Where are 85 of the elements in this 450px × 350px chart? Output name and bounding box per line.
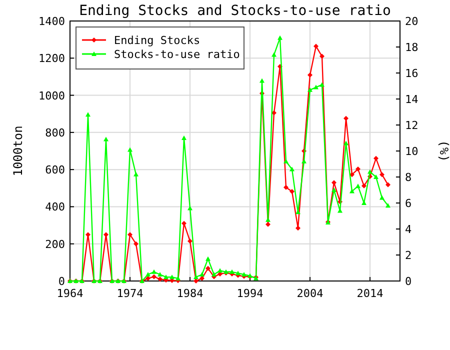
point <box>272 52 276 57</box>
x-tick-label: 1974 <box>116 287 144 300</box>
x-tick-label: 2014 <box>356 287 384 300</box>
y-tick-label: 400 <box>45 200 65 214</box>
point <box>308 87 312 92</box>
y-tick-label: 800 <box>45 126 65 140</box>
point <box>194 274 198 280</box>
y-tick-label: 1400 <box>38 15 65 28</box>
point <box>278 35 282 40</box>
y-axis-title: 1000ton <box>11 126 25 176</box>
point <box>350 188 354 194</box>
y-tick-label: 1200 <box>38 52 65 66</box>
y2-tick-label: 2 <box>405 249 412 262</box>
point <box>320 82 324 87</box>
point <box>182 136 186 140</box>
point <box>260 78 264 83</box>
legend-label: Stocks-to-use ratio <box>114 48 240 61</box>
point <box>218 268 222 273</box>
point <box>188 206 192 210</box>
legend-label: Ending Stocks <box>114 34 200 47</box>
y2-tick-label: 4 <box>405 223 412 236</box>
x-tick-label: 1984 <box>176 287 204 300</box>
point <box>344 140 348 146</box>
y2-tick-label: 16 <box>405 67 418 80</box>
point <box>242 272 246 276</box>
point <box>182 220 186 226</box>
point <box>308 72 312 78</box>
point <box>134 241 138 246</box>
point <box>374 174 378 179</box>
point <box>344 116 348 121</box>
y2-axis-title: (%) <box>437 140 450 162</box>
point <box>104 136 108 142</box>
point <box>158 272 162 276</box>
y-tick-label: 0 <box>58 275 65 288</box>
point <box>380 195 384 200</box>
point <box>290 188 294 194</box>
chart-title: Ending Stocks and Stocks-to-use ratio <box>79 3 391 19</box>
x-tick-label: 1994 <box>236 287 264 300</box>
point <box>134 172 138 176</box>
point <box>296 226 300 231</box>
point <box>152 274 156 280</box>
point <box>230 269 234 274</box>
point <box>386 182 390 188</box>
point <box>146 272 150 276</box>
x-tick-label: 1964 <box>56 287 84 300</box>
point <box>206 256 210 261</box>
point <box>356 166 360 172</box>
y2-tick-label: 8 <box>405 171 412 184</box>
y2-tick-label: 12 <box>405 119 418 132</box>
point <box>314 44 318 49</box>
y2-tick-label: 6 <box>405 197 412 210</box>
x-tick-label: 2004 <box>296 287 324 300</box>
point <box>320 54 324 59</box>
point <box>128 147 132 152</box>
y-tick-label: 1000 <box>38 89 65 102</box>
y2-tick-label: 0 <box>405 275 412 288</box>
point <box>194 278 198 284</box>
point <box>152 269 156 274</box>
point <box>212 272 216 276</box>
point <box>128 232 132 238</box>
y-tick-label: 200 <box>45 238 65 251</box>
y2-tick-label: 10 <box>405 145 418 158</box>
point <box>314 84 318 90</box>
y2-tick-label: 20 <box>405 15 418 28</box>
point <box>170 274 174 280</box>
point <box>158 276 162 282</box>
point <box>284 184 288 190</box>
point <box>356 184 360 188</box>
point <box>332 188 336 192</box>
point <box>206 266 210 271</box>
point <box>386 203 390 208</box>
point <box>236 270 240 276</box>
point <box>380 172 384 178</box>
point <box>368 169 372 174</box>
y-tick-label: 600 <box>45 164 65 177</box>
point <box>362 183 366 188</box>
point <box>374 156 378 161</box>
point <box>200 272 204 276</box>
point <box>302 158 306 164</box>
y2-tick-label: 18 <box>405 41 418 54</box>
point <box>188 238 192 244</box>
point <box>290 166 294 172</box>
point <box>164 274 168 280</box>
point <box>86 112 90 117</box>
y2-tick-label: 14 <box>405 93 419 106</box>
